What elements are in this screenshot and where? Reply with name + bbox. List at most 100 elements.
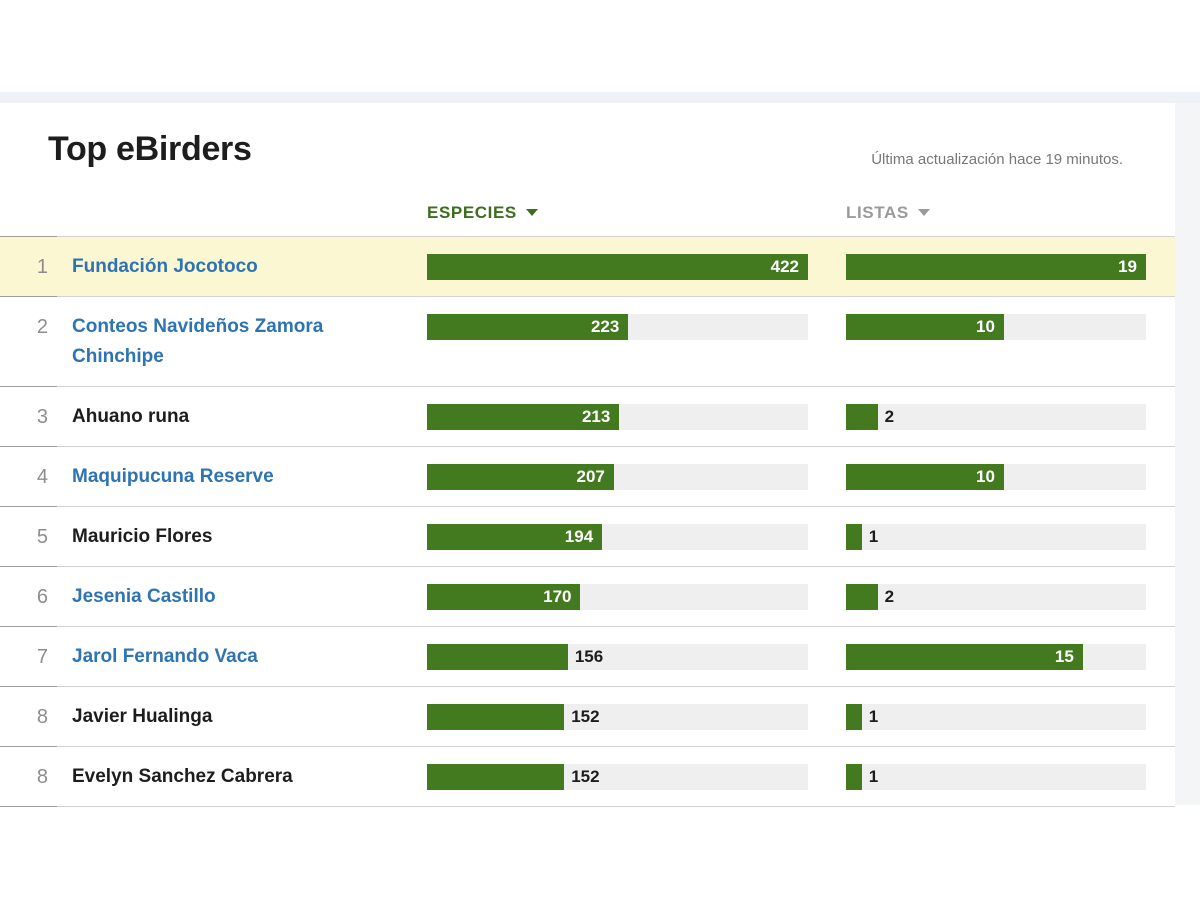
listas-bar-fill — [846, 404, 878, 430]
especies-value: 207 — [576, 467, 605, 486]
especies-bar-track: 213 — [427, 404, 808, 430]
especies-bar-fill — [427, 644, 568, 670]
listas-bar-track: 2 — [846, 584, 1146, 610]
especies-bar-fill — [427, 524, 603, 550]
especies-bar: 223 — [427, 314, 808, 340]
leaderboard-row: 8 Javier Hualinga 152 1 — [0, 686, 1175, 746]
listas-bar: 1 — [846, 524, 1146, 550]
birder-name-cell: Ahuano runa — [72, 402, 412, 432]
listas-value: 1 — [868, 707, 879, 726]
listas-bar-fill — [846, 314, 1004, 340]
right-gutter — [1175, 103, 1200, 805]
rank-label: 4 — [36, 466, 48, 488]
listas-bar-fill — [846, 464, 1004, 490]
chevron-down-icon — [917, 209, 930, 216]
listas-bar-fill — [846, 644, 1083, 670]
listas-value: 2 — [884, 407, 895, 426]
especies-bar-track: 170 — [427, 584, 808, 610]
listas-bar: 15 — [846, 644, 1146, 670]
especies-value: 422 — [770, 257, 799, 276]
especies-bar: 152 — [427, 704, 808, 730]
leaderboard-row: 6 Jesenia Castillo 170 2 — [0, 566, 1175, 626]
last-updated-text: Última actualización hace 19 minutos. — [871, 151, 1123, 168]
birder-name: Javier Hualinga — [72, 706, 213, 727]
listas-bar: 2 — [846, 404, 1146, 430]
especies-bar-track: 156 — [427, 644, 808, 670]
especies-bar-fill — [427, 314, 629, 340]
birder-name-link[interactable]: Jarol Fernando Vaca — [72, 646, 258, 667]
rank-label: 8 — [36, 766, 48, 788]
especies-value: 223 — [590, 317, 620, 336]
listas-bar: 10 — [846, 464, 1146, 490]
sort-header-listas-label: LISTAS — [846, 203, 909, 222]
listas-value: 10 — [975, 467, 995, 486]
especies-bar: 207 — [427, 464, 808, 490]
rank-label: 3 — [36, 406, 48, 428]
birder-name-cell: Jarol Fernando Vaca — [72, 642, 412, 672]
leaderboard-row: 1 Fundación Jocotoco 422 19 — [0, 236, 1175, 296]
listas-bar-fill — [846, 584, 878, 610]
birder-name-link[interactable]: Jesenia Castillo — [72, 586, 216, 607]
listas-value: 10 — [975, 317, 995, 336]
birder-name-cell: Maquipucuna Reserve — [72, 462, 412, 492]
especies-bar: 170 — [427, 584, 808, 610]
rank-label: 6 — [36, 586, 48, 608]
listas-bar-track: 1 — [846, 524, 1146, 550]
birder-name-link[interactable]: Conteos Navideños Zamora Chinchipe — [72, 316, 324, 367]
especies-bar-fill — [427, 254, 808, 280]
especies-bar: 213 — [427, 404, 808, 430]
listas-bar-track: 10 — [846, 464, 1146, 490]
listas-bar-track: 15 — [846, 644, 1146, 670]
listas-bar-track: 2 — [846, 404, 1146, 430]
birder-name-cell: Fundación Jocotoco — [72, 252, 412, 282]
listas-bar: 1 — [846, 764, 1146, 790]
listas-bar-fill — [846, 524, 862, 550]
leaderboard-row: 3 Ahuano runa 213 2 — [0, 386, 1175, 446]
especies-bar: 152 — [427, 764, 808, 790]
listas-bar: 2 — [846, 584, 1146, 610]
especies-bar-fill — [427, 764, 565, 790]
listas-bar-fill — [846, 764, 862, 790]
listas-value: 2 — [884, 587, 895, 606]
leaderboard-row: 5 Mauricio Flores 194 1 — [0, 506, 1175, 566]
listas-value: 1 — [868, 527, 879, 546]
especies-value: 152 — [571, 767, 600, 786]
birder-name-cell: Evelyn Sanchez Cabrera — [72, 762, 412, 792]
listas-bar-fill — [846, 254, 1146, 280]
especies-value: 156 — [574, 647, 604, 666]
leaderboard-row: 2 Conteos Navideños Zamora Chinchipe 223 10 — [0, 296, 1175, 386]
birder-name: Evelyn Sanchez Cabrera — [72, 766, 293, 787]
especies-bar-track: 152 — [427, 764, 808, 790]
listas-bar-track: 1 — [846, 704, 1146, 730]
especies-value: 194 — [564, 527, 594, 546]
listas-bar-track: 19 — [846, 254, 1146, 280]
rank-label: 7 — [36, 646, 48, 668]
especies-value: 213 — [581, 407, 611, 426]
especies-bar-track: 152 — [427, 704, 808, 730]
especies-bar-track: 223 — [427, 314, 808, 340]
especies-bar-track: 207 — [427, 464, 808, 490]
especies-bar-track: 194 — [427, 524, 808, 550]
especies-bar: 422 — [427, 254, 808, 280]
especies-bar-fill — [427, 584, 581, 610]
listas-value: 15 — [1054, 647, 1074, 666]
birder-name-link[interactable]: Fundación Jocotoco — [72, 256, 258, 277]
rank-label: 1 — [36, 256, 48, 278]
listas-bar: 10 — [846, 314, 1146, 340]
page-top-band — [0, 92, 1200, 103]
listas-bar: 1 — [846, 704, 1146, 730]
rank-label: 8 — [36, 706, 48, 728]
especies-bar: 156 — [427, 644, 808, 670]
birder-name: Mauricio Flores — [72, 526, 213, 547]
birder-name-link[interactable]: Maquipucuna Reserve — [72, 466, 274, 487]
listas-value: 19 — [1118, 257, 1137, 276]
leaderboard-row: 7 Jarol Fernando Vaca 156 15 — [0, 626, 1175, 686]
listas-bar-track: 10 — [846, 314, 1146, 340]
chevron-down-icon — [525, 209, 538, 216]
listas-bar-fill — [846, 704, 862, 730]
birder-name: Ahuano runa — [72, 406, 190, 427]
sort-header-listas[interactable]: LISTAS — [846, 203, 930, 223]
sort-header-especies[interactable]: ESPECIES — [427, 203, 538, 223]
listas-bar: 19 — [846, 254, 1146, 280]
